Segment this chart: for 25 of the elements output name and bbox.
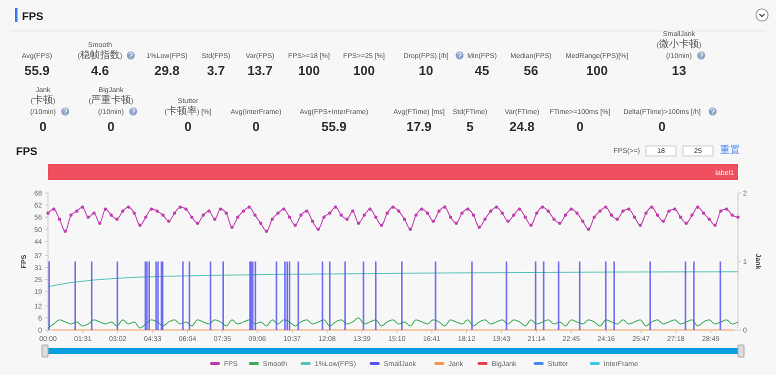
data-label: 13.7 bbox=[247, 63, 273, 78]
data-label: 100 bbox=[298, 63, 320, 78]
data-label: 100 bbox=[586, 63, 608, 78]
line-series bbox=[48, 271, 738, 288]
text: FPS bbox=[22, 11, 44, 23]
data-label: 0 bbox=[184, 119, 192, 134]
data-label: 0 bbox=[252, 119, 260, 134]
chart-title: FPS bbox=[16, 146, 38, 158]
data-label: 13 bbox=[672, 63, 686, 78]
data-label: 0 bbox=[576, 119, 584, 134]
data-label: 56 bbox=[524, 63, 538, 78]
data-label: 29.8 bbox=[154, 63, 180, 78]
data-label: 17.9 bbox=[406, 119, 432, 134]
data-label: 0 bbox=[107, 119, 115, 134]
data-label: 5 bbox=[466, 119, 474, 134]
data-label: 0 bbox=[658, 119, 666, 134]
data-label: 24.8 bbox=[509, 119, 535, 134]
data-label: 45 bbox=[474, 63, 490, 78]
data-label: 3.7 bbox=[206, 63, 226, 78]
text: 重置 bbox=[720, 144, 740, 156]
data-label: 55.9 bbox=[24, 63, 50, 78]
data-label: 55.9 bbox=[321, 119, 347, 134]
data-label: 4.6 bbox=[90, 63, 110, 78]
data-label: 100 bbox=[353, 63, 375, 78]
data-label: 10 bbox=[418, 63, 434, 78]
